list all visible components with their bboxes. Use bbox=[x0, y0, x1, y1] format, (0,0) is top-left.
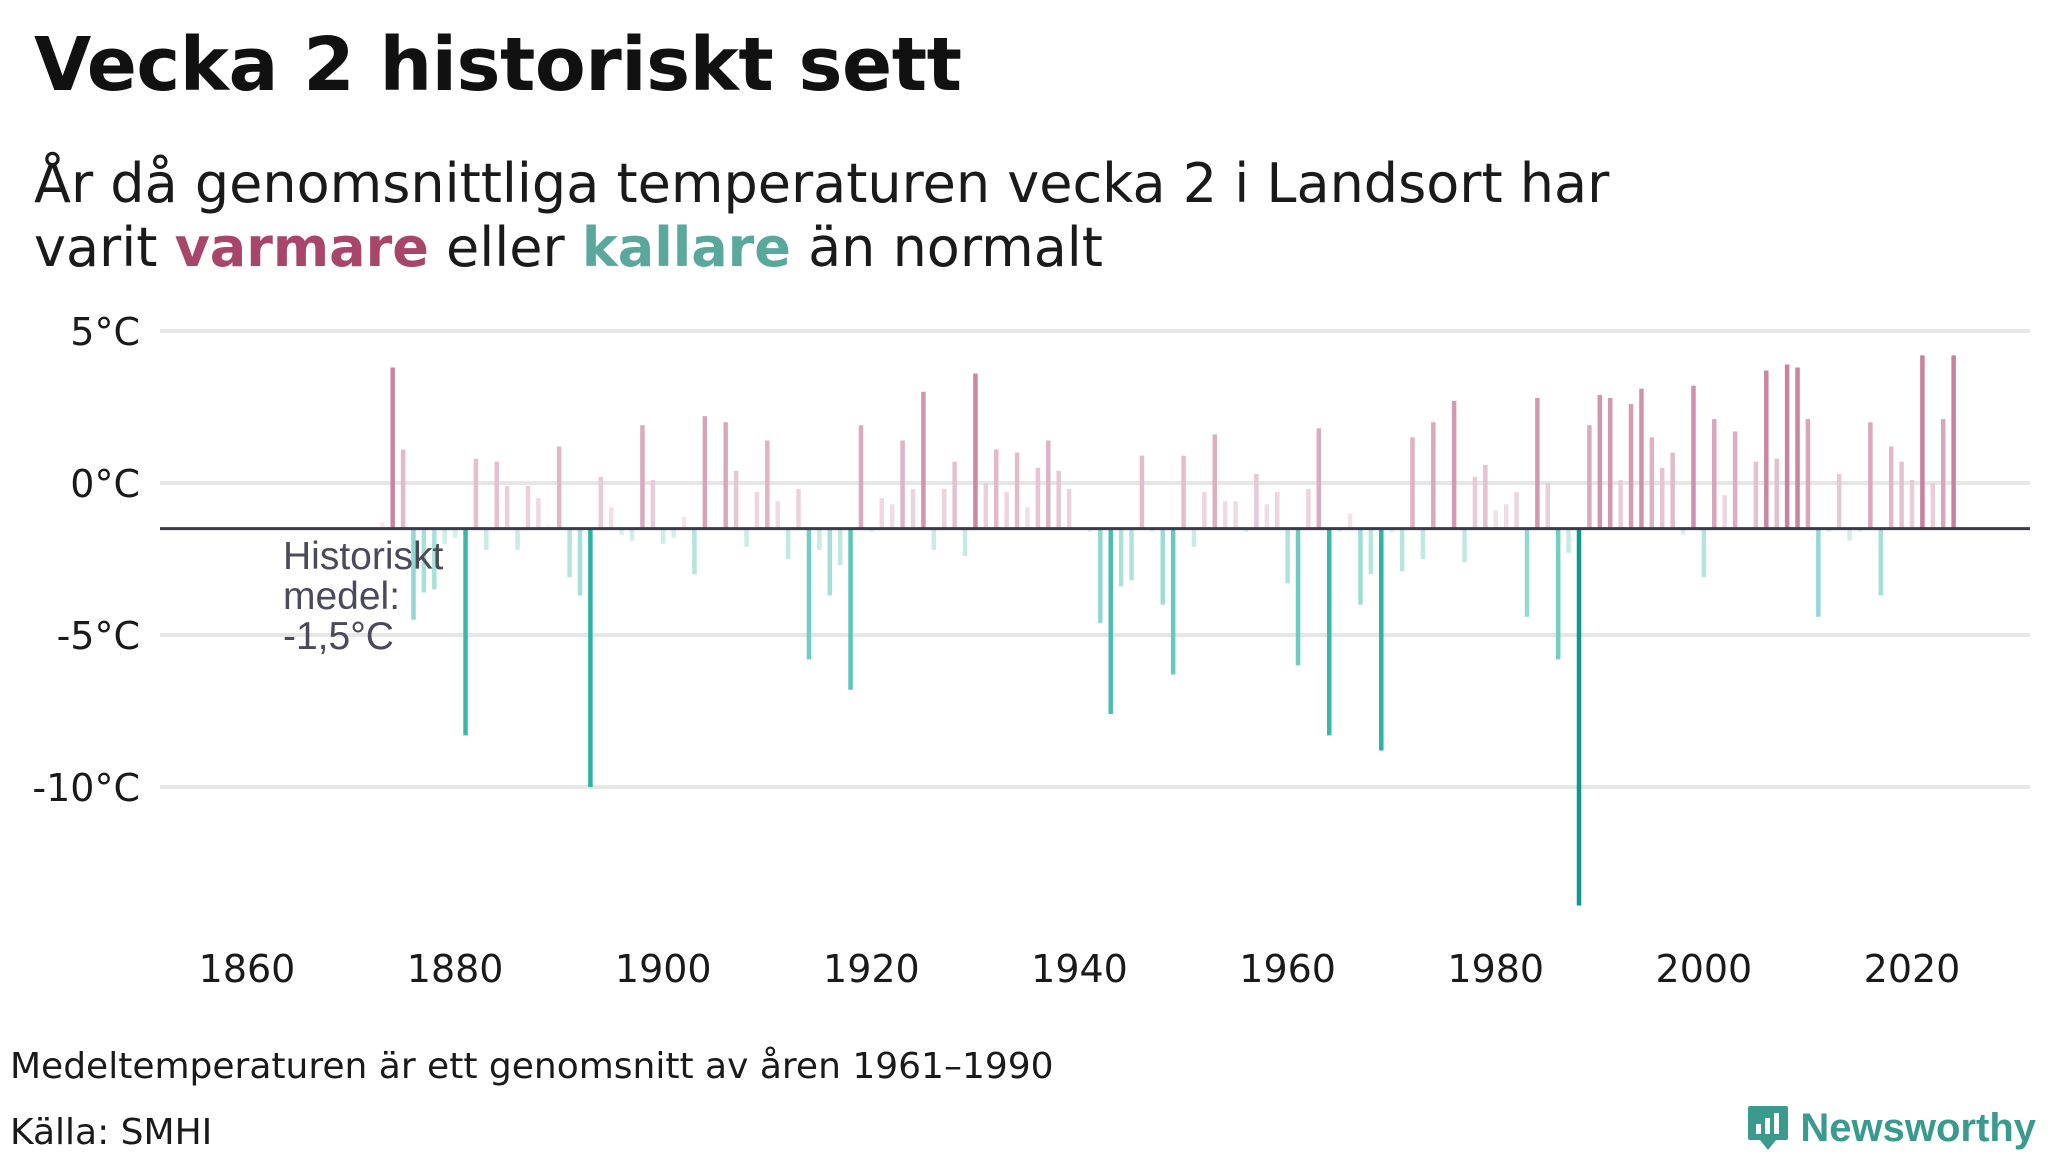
x-tick-label: 1900 bbox=[615, 947, 712, 991]
chart-subtitle: År då genomsnittliga temperaturen vecka … bbox=[34, 152, 1934, 280]
subtitle-line-1: År då genomsnittliga temperaturen vecka … bbox=[34, 152, 1610, 215]
x-tick-label: 1980 bbox=[1447, 947, 1544, 991]
y-tick-label: 5°C bbox=[70, 310, 140, 354]
brand-name: Newsworthy bbox=[1800, 1105, 2036, 1150]
y-tick-label: -10°C bbox=[32, 766, 140, 810]
x-tick-label: 1960 bbox=[1239, 947, 1336, 991]
subtitle-cold-word: kallare bbox=[581, 216, 791, 279]
historical-mean-annotation: Historiskt medel: -1,5°C bbox=[283, 535, 454, 658]
y-tick-label: -5°C bbox=[57, 614, 140, 658]
annotation-line-3: -1,5°C bbox=[283, 615, 394, 658]
subtitle-line-2: varit varmare eller kallare än normalt bbox=[34, 216, 1934, 280]
x-tick-label: 1860 bbox=[199, 947, 296, 991]
newsworthy-icon bbox=[1748, 1106, 1789, 1150]
source-credit: Källa: SMHI bbox=[10, 1112, 213, 1153]
gridlines bbox=[160, 329, 2030, 789]
x-tick-label: 1920 bbox=[823, 947, 920, 991]
subtitle-warm-word: varmare bbox=[174, 216, 429, 279]
bar-series bbox=[380, 355, 1956, 906]
brand-logo: Newsworthy bbox=[1746, 1104, 2036, 1152]
subtitle-middle: eller bbox=[446, 216, 565, 279]
x-axis-labels: 1860 1880 1900 1920 1940 1960 1980 2000 2020 bbox=[199, 947, 1961, 991]
chart-title: Vecka 2 historiskt sett bbox=[34, 22, 962, 108]
footnote: Medeltemperaturen är ett genomsnitt av å… bbox=[10, 1046, 1054, 1087]
x-tick-label: 2020 bbox=[1864, 947, 1961, 991]
subtitle-suffix: än normalt bbox=[808, 216, 1103, 279]
y-tick-label: 0°C bbox=[70, 462, 140, 506]
x-tick-label: 2000 bbox=[1656, 947, 1753, 991]
x-tick-label: 1940 bbox=[1031, 947, 1128, 991]
x-tick-label: 1880 bbox=[407, 947, 504, 991]
y-axis-labels: 5°C 0°C -5°C -10°C bbox=[32, 310, 140, 810]
subtitle-prefix: varit bbox=[34, 216, 158, 279]
annotation-line-2: medel: bbox=[283, 575, 400, 618]
annotation-line-1: Historiskt bbox=[283, 535, 444, 578]
